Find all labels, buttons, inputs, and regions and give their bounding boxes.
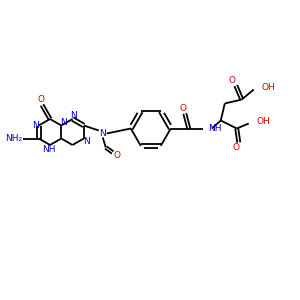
Text: NH: NH <box>208 124 221 133</box>
Text: N: N <box>32 121 39 130</box>
Text: OH: OH <box>257 117 271 126</box>
Text: O: O <box>113 151 120 160</box>
Text: O: O <box>38 95 44 104</box>
Text: N: N <box>83 137 90 146</box>
Text: N: N <box>60 118 67 127</box>
Text: N: N <box>99 129 106 138</box>
Text: NH₂: NH₂ <box>5 134 22 143</box>
Text: O: O <box>232 143 239 152</box>
Text: OH: OH <box>262 83 275 92</box>
Text: O: O <box>179 104 186 113</box>
Text: NH: NH <box>42 145 56 154</box>
Text: N: N <box>70 112 77 121</box>
Text: O: O <box>228 76 235 85</box>
